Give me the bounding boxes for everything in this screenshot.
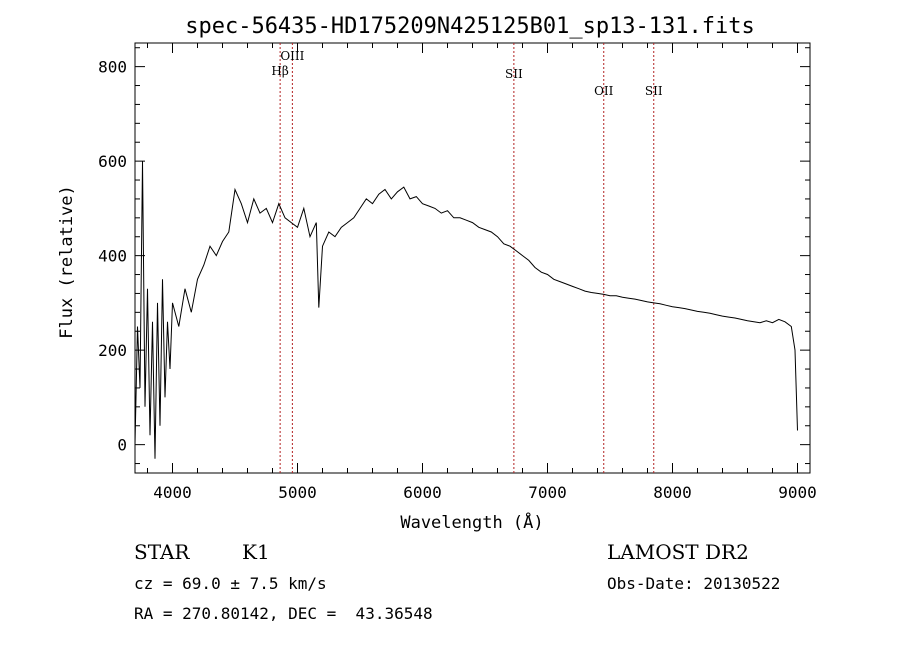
emission-line-label: OIII bbox=[280, 49, 304, 63]
y-tick-label: 200 bbox=[98, 341, 127, 360]
y-tick-label: 400 bbox=[98, 247, 127, 266]
object-class: STAR bbox=[134, 540, 190, 564]
chart-title: spec-56435-HD175209N425125B01_sp13-131.f… bbox=[185, 14, 755, 39]
y-tick-label: 600 bbox=[98, 152, 127, 171]
ra-dec: RA = 270.80142, DEC = 43.36548 bbox=[134, 604, 433, 623]
x-tick-label: 7000 bbox=[528, 483, 567, 502]
survey-name: LAMOST DR2 bbox=[607, 540, 749, 564]
x-axis-label: Wavelength (Å) bbox=[400, 511, 543, 533]
x-tick-label: 6000 bbox=[403, 483, 442, 502]
spectrum-line bbox=[134, 161, 798, 459]
x-tick-label: 8000 bbox=[653, 483, 692, 502]
object-subclass: K1 bbox=[242, 540, 270, 564]
x-tick-label: 4000 bbox=[153, 483, 192, 502]
emission-line-label: SII bbox=[505, 67, 523, 81]
observation-date: Obs-Date: 20130522 bbox=[607, 574, 781, 593]
emission-line-label: Hβ bbox=[271, 64, 288, 78]
y-tick-label: 0 bbox=[117, 436, 127, 455]
y-tick-label: 800 bbox=[98, 58, 127, 77]
x-tick-label: 9000 bbox=[778, 483, 817, 502]
emission-line-label: OII bbox=[594, 84, 614, 98]
y-axis-label: Flux (relative) bbox=[57, 185, 77, 339]
spectrum-series bbox=[134, 161, 798, 459]
x-tick-label: 5000 bbox=[278, 483, 317, 502]
redshift-cz: cz = 69.0 ± 7.5 km/s bbox=[134, 574, 327, 593]
axis-ticks: 4000 5000 6000 7000 8000 9000 0 200 400 600 800 bbox=[98, 43, 817, 502]
plot-frame bbox=[134, 42, 811, 474]
emission-line-label: SII bbox=[645, 84, 663, 98]
